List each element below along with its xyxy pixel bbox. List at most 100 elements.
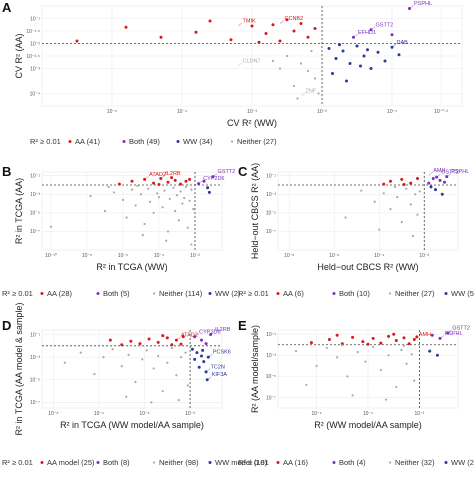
gene-label: CCNB2 xyxy=(285,16,304,22)
legend-entry-ww: WW (5) xyxy=(451,289,474,298)
data-point xyxy=(190,243,193,246)
legend-marker xyxy=(332,461,336,464)
legend-marker xyxy=(444,461,448,464)
data-point xyxy=(372,345,375,348)
data-point xyxy=(414,193,417,196)
data-point xyxy=(166,180,170,184)
y-tick-label: 10⁻⁵ xyxy=(30,211,40,217)
gene-label-leader xyxy=(194,333,199,337)
y-tick-label: 10⁻¹ xyxy=(266,174,276,180)
data-point xyxy=(175,194,179,197)
data-point xyxy=(362,54,366,58)
x-axis-title: CV R² (WW) xyxy=(227,118,277,128)
data-point xyxy=(145,349,148,352)
data-point xyxy=(360,189,363,192)
data-point xyxy=(440,192,444,196)
y-tick-label: 10⁻¹ xyxy=(30,16,40,22)
panel-letter-e: E xyxy=(238,318,247,333)
x-axis-title: Held−out CBCS R² (WW) xyxy=(317,262,418,272)
legend-title: R² ≥ 0.01 xyxy=(2,458,33,467)
x-tick-label: 10⁻⁴ xyxy=(139,411,149,417)
data-point xyxy=(338,43,341,47)
data-point xyxy=(141,358,144,361)
legend-entry-ww: WW (34) xyxy=(183,137,213,146)
data-point xyxy=(335,333,339,337)
x-tick-label: 10⁻³ xyxy=(247,109,257,115)
data-point xyxy=(202,360,206,364)
legend-marker xyxy=(176,140,180,143)
y-tick-label: 10⁻⁵ xyxy=(266,211,276,217)
data-point xyxy=(392,332,396,336)
x-tick-label: 10⁻⁸ xyxy=(82,253,92,259)
data-point xyxy=(130,179,134,183)
x-axis-title: R² in TCGA (WW model/AA sample) xyxy=(60,420,204,430)
gene-label-leader xyxy=(353,34,358,38)
data-point xyxy=(188,177,192,181)
data-point xyxy=(199,338,203,342)
data-point xyxy=(382,192,385,195)
data-point xyxy=(327,337,331,341)
legend-entry-ww: WW model (18) xyxy=(215,458,268,467)
data-point xyxy=(271,23,275,27)
data-point xyxy=(309,341,313,345)
x-tick-label: 10⁻² xyxy=(419,253,429,259)
gene-label-leader xyxy=(428,172,433,176)
y-tick-label: 10⁻³ xyxy=(30,355,40,361)
data-point xyxy=(409,181,413,185)
panel-a: A 10⁻⁵ 10⁻⁴ 10⁻³ 10⁻² 10⁻¹ 10⁻⁰·³ 10⁻¹ 10⁻¹·⁵ 10⁻… xyxy=(2,0,463,146)
legend-marker xyxy=(332,292,336,295)
panel-d: D 10⁻⁸ 10⁻⁶ 10⁻⁴ 10⁻² 10⁻¹ 10⁻³ 10⁻⁵ 10⁻⁷ CYP2D6I… xyxy=(2,303,268,467)
data-point xyxy=(195,351,199,355)
data-point xyxy=(136,184,139,188)
data-point xyxy=(130,188,134,191)
data-point xyxy=(257,40,261,44)
x-tick-label: 10⁻⁵ xyxy=(107,109,117,115)
data-point xyxy=(199,354,203,358)
data-point xyxy=(250,24,254,28)
data-point xyxy=(395,385,398,389)
gene-label-leader xyxy=(207,376,212,380)
data-point xyxy=(306,35,310,39)
gene-label: GSTT2 xyxy=(376,22,394,28)
data-point xyxy=(411,234,415,238)
data-point xyxy=(402,183,406,187)
x-tick-label: 10⁻⁶ xyxy=(311,411,321,417)
y-tick-label: 10⁻⁷ xyxy=(30,400,40,406)
data-point xyxy=(428,349,432,353)
data-point xyxy=(416,177,419,180)
y-tick-label: 10⁻³ xyxy=(30,192,40,198)
legend-marker xyxy=(208,292,212,295)
data-point xyxy=(193,357,197,361)
data-point xyxy=(111,348,114,351)
data-point xyxy=(402,344,406,347)
data-point xyxy=(172,186,175,189)
data-point xyxy=(89,195,92,198)
data-point xyxy=(310,49,313,53)
data-point xyxy=(138,342,142,346)
x-tick-label: 10⁻² xyxy=(185,411,195,417)
data-point xyxy=(208,19,212,23)
data-point xyxy=(405,187,408,190)
gene-label: CYP2D6 xyxy=(199,329,220,335)
data-point xyxy=(143,222,146,226)
data-point xyxy=(157,195,161,199)
data-point xyxy=(379,341,383,345)
data-point xyxy=(152,211,155,214)
data-point xyxy=(177,398,180,402)
data-point xyxy=(125,216,128,219)
gene-label: CYP2D6 xyxy=(203,176,224,182)
legend-entry-neither: Neither (32) xyxy=(395,458,435,467)
data-point xyxy=(117,182,121,186)
gene-label-leader xyxy=(210,331,215,335)
data-point xyxy=(174,209,177,213)
data-point xyxy=(402,336,406,340)
data-point xyxy=(139,193,143,196)
data-point xyxy=(124,25,128,29)
data-point xyxy=(315,364,318,367)
legend-marker xyxy=(40,461,44,464)
data-point xyxy=(184,179,188,183)
gene-label: AMH xyxy=(433,168,445,174)
gene-label: PSPHL xyxy=(414,1,432,7)
data-point xyxy=(400,348,403,352)
